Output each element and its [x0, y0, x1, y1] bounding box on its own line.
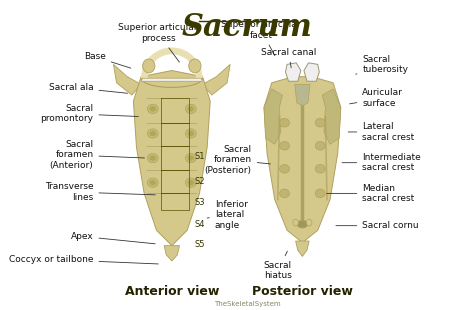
- Text: Sacral cornu: Sacral cornu: [336, 221, 419, 230]
- Text: Sacral
foramen
(Posterior): Sacral foramen (Posterior): [205, 145, 271, 175]
- Text: Superior articular
process: Superior articular process: [118, 24, 198, 62]
- Ellipse shape: [280, 141, 290, 150]
- Text: Sacral
tuberosity: Sacral tuberosity: [356, 55, 408, 74]
- Text: S2: S2: [194, 177, 205, 186]
- Text: Sacral
foramen
(Anterior): Sacral foramen (Anterior): [50, 140, 145, 170]
- Text: Sacral
promontory: Sacral promontory: [40, 104, 138, 123]
- Ellipse shape: [188, 131, 194, 136]
- Ellipse shape: [315, 141, 325, 150]
- Polygon shape: [264, 89, 283, 144]
- Ellipse shape: [185, 104, 196, 113]
- Ellipse shape: [280, 118, 290, 127]
- Text: Intermediate
sacral crest: Intermediate sacral crest: [342, 153, 421, 172]
- Ellipse shape: [149, 180, 156, 185]
- Text: S5: S5: [194, 240, 205, 249]
- Ellipse shape: [188, 180, 194, 185]
- Ellipse shape: [185, 153, 196, 163]
- Text: Lateral
sacral crest: Lateral sacral crest: [348, 122, 415, 142]
- Polygon shape: [133, 70, 210, 246]
- Text: Inferior
lateral
angle: Inferior lateral angle: [207, 200, 248, 230]
- Ellipse shape: [280, 165, 290, 173]
- Text: Anterior view: Anterior view: [125, 285, 219, 298]
- Ellipse shape: [185, 178, 196, 187]
- Polygon shape: [141, 78, 202, 81]
- Ellipse shape: [147, 178, 158, 187]
- Ellipse shape: [280, 189, 290, 198]
- Ellipse shape: [149, 131, 156, 136]
- Ellipse shape: [297, 220, 308, 228]
- Wedge shape: [141, 47, 202, 78]
- Text: TheSkeletalSystem: TheSkeletalSystem: [214, 301, 281, 307]
- Ellipse shape: [149, 106, 156, 112]
- Text: Apex: Apex: [71, 232, 155, 244]
- Ellipse shape: [147, 153, 158, 163]
- Text: Coccyx or tailbone: Coccyx or tailbone: [9, 255, 158, 264]
- Polygon shape: [322, 89, 341, 144]
- Ellipse shape: [188, 155, 194, 161]
- Ellipse shape: [315, 189, 325, 198]
- Text: Sacral
hiatus: Sacral hiatus: [264, 251, 292, 280]
- Ellipse shape: [149, 155, 156, 161]
- Polygon shape: [164, 246, 180, 261]
- Ellipse shape: [147, 129, 158, 138]
- Text: Sacral canal: Sacral canal: [261, 48, 316, 68]
- Ellipse shape: [143, 59, 155, 73]
- Polygon shape: [304, 63, 319, 81]
- Polygon shape: [285, 63, 301, 81]
- Polygon shape: [202, 64, 230, 95]
- Ellipse shape: [315, 165, 325, 173]
- Ellipse shape: [306, 219, 312, 226]
- Text: Auricular
surface: Auricular surface: [350, 88, 403, 108]
- Ellipse shape: [147, 104, 158, 113]
- Ellipse shape: [315, 118, 325, 127]
- Text: Posterior view: Posterior view: [252, 285, 353, 298]
- Text: Sacrum: Sacrum: [182, 12, 312, 43]
- Text: Sacral ala: Sacral ala: [49, 83, 128, 93]
- Ellipse shape: [189, 59, 201, 73]
- Text: S1: S1: [194, 152, 205, 161]
- Polygon shape: [264, 77, 341, 242]
- Polygon shape: [295, 84, 310, 106]
- Text: Median
sacral crest: Median sacral crest: [327, 184, 415, 203]
- Ellipse shape: [188, 106, 194, 112]
- Ellipse shape: [293, 219, 299, 226]
- Polygon shape: [113, 64, 141, 95]
- Text: S3: S3: [194, 198, 205, 207]
- Text: Superior articular
facet: Superior articular facet: [221, 20, 301, 56]
- Text: S4: S4: [194, 219, 205, 229]
- Ellipse shape: [185, 129, 196, 138]
- Text: Base: Base: [84, 52, 131, 68]
- Polygon shape: [296, 241, 309, 256]
- Text: Transverse
lines: Transverse lines: [45, 182, 155, 202]
